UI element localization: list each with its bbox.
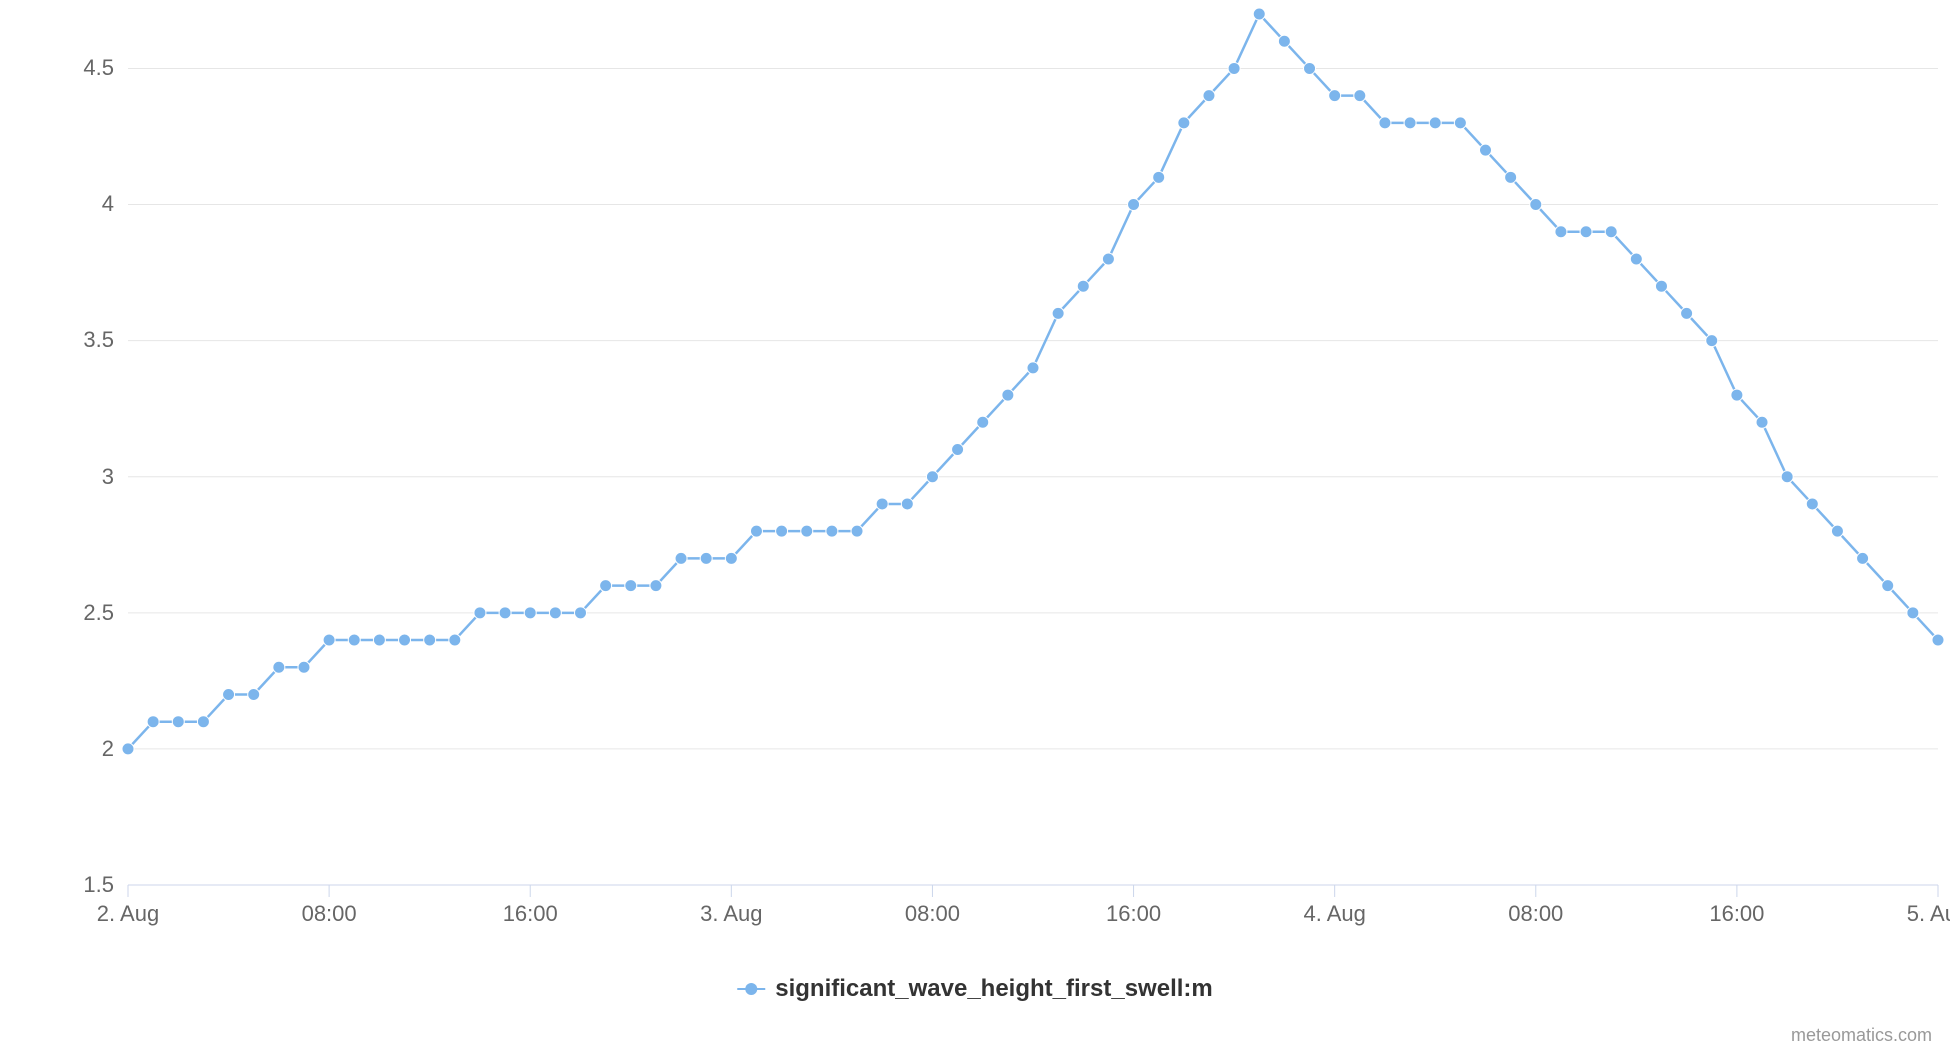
y-tick-label: 4.5 (83, 55, 114, 81)
x-tick-label: 3. Aug (700, 901, 762, 927)
y-tick-label: 2 (102, 736, 114, 762)
x-tick-label: 08:00 (1508, 901, 1563, 927)
y-tick-label: 3 (102, 464, 114, 490)
y-tick-label: 2.5 (83, 600, 114, 626)
x-tick-label: 16:00 (1106, 901, 1161, 927)
y-tick-label: 3.5 (83, 327, 114, 353)
legend-dot-icon (745, 983, 757, 995)
legend-marker-icon (737, 982, 765, 996)
legend[interactable]: significant_wave_height_first_swell:m (737, 975, 1212, 1003)
x-tick-label: 08:00 (302, 901, 357, 927)
x-tick-label: 08:00 (905, 901, 960, 927)
y-tick-label: 4 (102, 191, 114, 217)
credit-text[interactable]: meteomatics.com (1791, 1025, 1932, 1046)
x-tick-label: 2. Aug (97, 901, 159, 927)
chart-container: significant_wave_height_first_swell:m me… (0, 0, 1950, 1054)
x-tick-label: 16:00 (1709, 901, 1764, 927)
legend-label: significant_wave_height_first_swell:m (775, 975, 1212, 1003)
x-tick-label: 5. Aug (1907, 901, 1950, 927)
y-tick-label: 1.5 (83, 872, 114, 898)
x-tick-label: 16:00 (503, 901, 558, 927)
chart-svg (0, 0, 1950, 1054)
x-tick-label: 4. Aug (1303, 901, 1365, 927)
